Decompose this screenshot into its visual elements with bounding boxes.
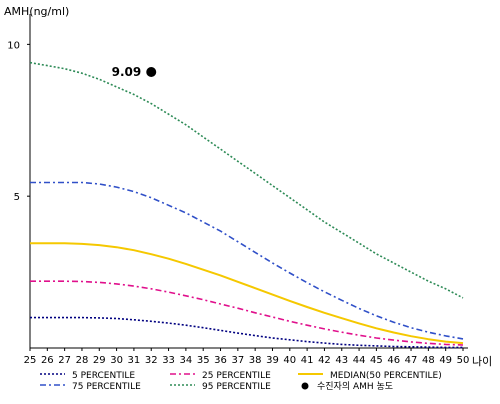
x-tick-label: 47 [405, 355, 418, 366]
x-tick-label: 27 [58, 355, 71, 366]
x-tick-label: 33 [162, 355, 175, 366]
legend-label: 75 PERCENTILE [72, 382, 141, 392]
x-tick-label: 43 [335, 355, 348, 366]
x-tick-label: 31 [128, 355, 141, 366]
x-tick-label: 44 [353, 355, 366, 366]
legend-label: 5 PERCENTILE [72, 371, 135, 381]
x-tick-label: 28 [76, 355, 89, 366]
highlight-point [146, 66, 157, 77]
x-tick-label: 30 [110, 355, 123, 366]
x-tick-label: 46 [387, 355, 400, 366]
legend-point-marker [301, 382, 309, 390]
x-tick-label: 48 [422, 355, 435, 366]
y-tick-label: 10 [7, 40, 20, 51]
legend-label: 25 PERCENTILE [202, 371, 271, 381]
x-tick-label: 39 [266, 355, 279, 366]
x-tick-label: 25 [24, 355, 37, 366]
x-tick-label: 45 [370, 355, 383, 366]
x-tick-label: 29 [93, 355, 106, 366]
x-tick-label: 35 [197, 355, 210, 366]
legend-label: 수진자의 AMH 농도 [317, 381, 393, 392]
axes: AMH(ng/ml) 나이 [4, 5, 492, 368]
y-axis-label: AMH(ng/ml) [4, 5, 69, 18]
highlight-point-group: 9.09 [112, 65, 157, 79]
series-line-95-percentile [29, 61, 464, 299]
x-tick-label: 41 [301, 355, 314, 366]
series-line-75-percentile [30, 181, 464, 340]
legend: 5 PERCENTILE 25 PERCENTILE MEDIAN(50 PERCE… [40, 371, 442, 392]
x-tick-label: 42 [318, 355, 331, 366]
y-tick-label: 5 [14, 192, 20, 203]
x-tick-label: 40 [283, 355, 296, 366]
x-tick-label: 26 [41, 355, 54, 366]
x-tick-label: 32 [145, 355, 158, 366]
y-ticks: 5 10 [7, 40, 30, 203]
series-line-median-50-percentile [30, 242, 464, 345]
x-tick-label: 50 [457, 355, 470, 366]
x-tick-label: 49 [439, 355, 452, 366]
x-axis-label: 나이 [472, 355, 492, 368]
highlight-point-label: 9.09 [112, 65, 142, 79]
x-tick-label: 38 [249, 355, 262, 366]
x-ticks: 25 26 27 28 29 30 31 32 33 34 35 36 37 38 39 40 41 42 43 44… [24, 348, 470, 366]
x-tick-label: 36 [214, 355, 227, 366]
legend-label: 95 PERCENTILE [202, 382, 271, 392]
series-line-5-percentile [30, 316, 463, 349]
series-line-25-percentile [30, 280, 464, 346]
x-tick-label: 34 [180, 355, 193, 366]
legend-label: MEDIAN(50 PERCENTILE) [330, 371, 442, 381]
series-lines [29, 61, 464, 349]
x-tick-label: 37 [231, 355, 244, 366]
